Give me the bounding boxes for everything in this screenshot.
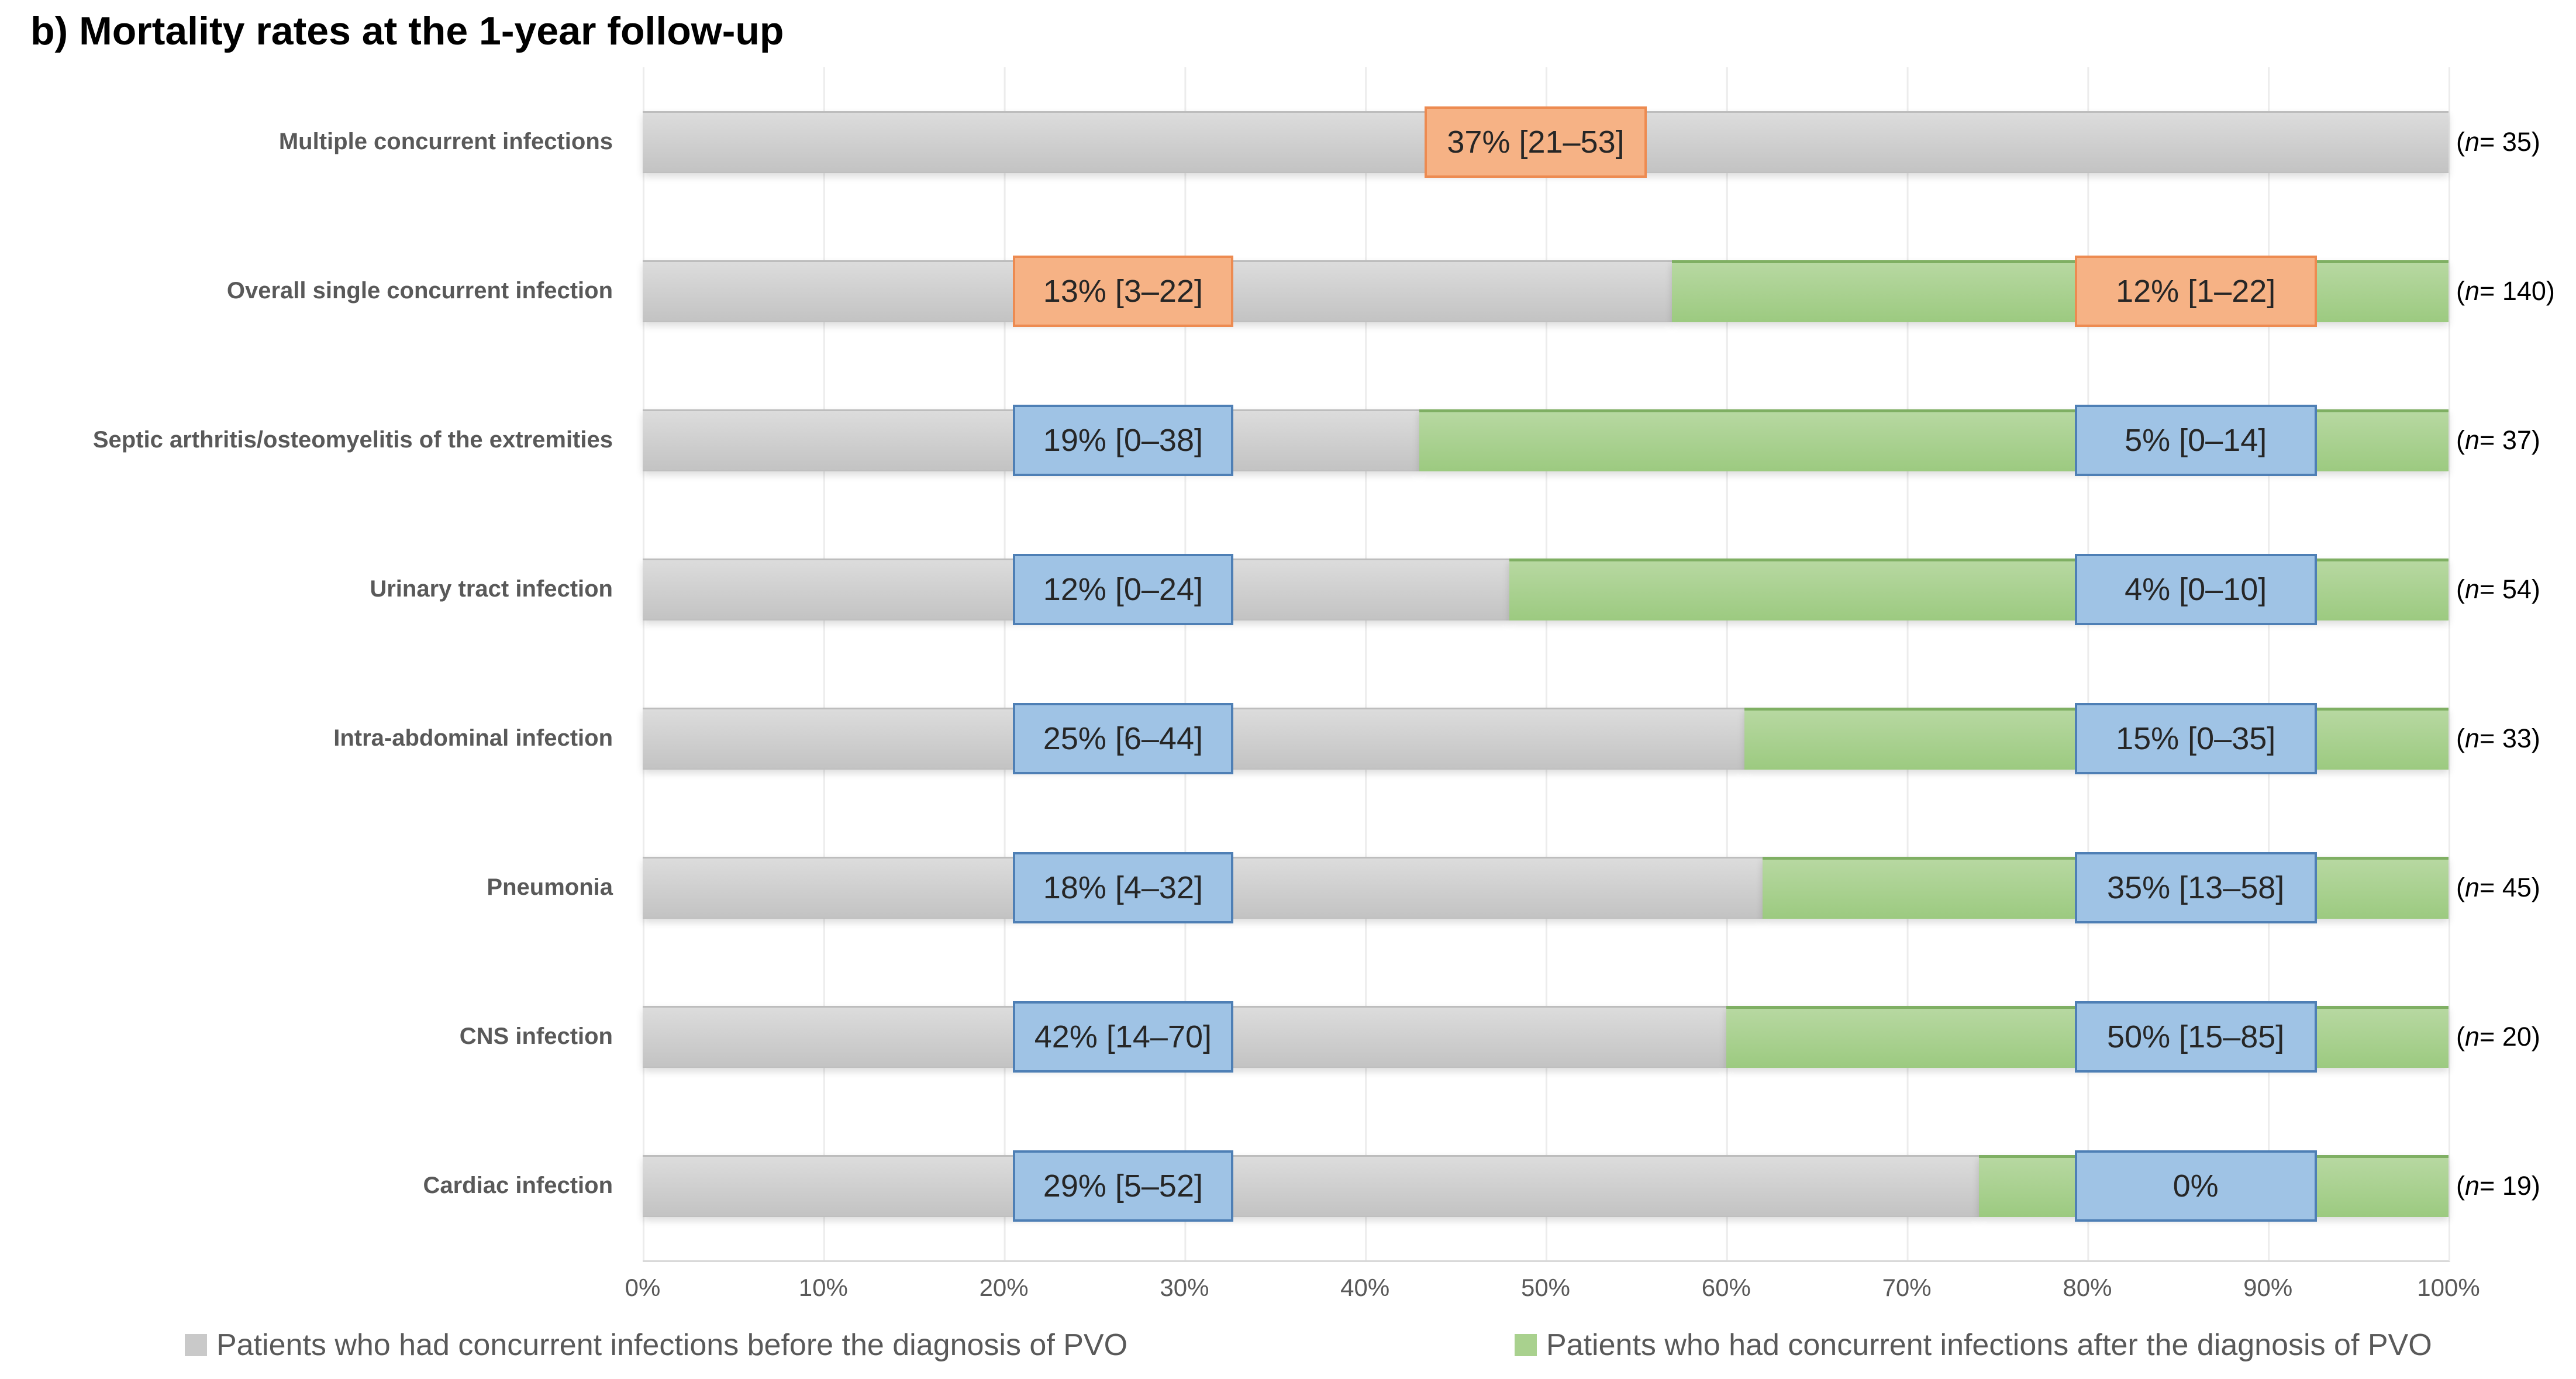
sample-size-label: (n = 35)	[2456, 126, 2540, 157]
value-label-box: 4% [0–10]	[2074, 553, 2317, 625]
figure-title: b) Mortality rates at the 1-year follow-…	[30, 9, 784, 53]
x-axis-tick-label: 50%	[1520, 1274, 1571, 1301]
bar-before-segment	[643, 1154, 1980, 1217]
x-axis-tick-label: 0%	[625, 1274, 661, 1301]
category-label: Overall single concurrent infection	[226, 278, 613, 304]
legend-swatch-before	[185, 1334, 207, 1356]
x-axis-tick-label: 40%	[1340, 1274, 1390, 1301]
bar-after-segment	[1672, 260, 2449, 322]
sample-size-label: (n = 33)	[2456, 723, 2540, 753]
category-label: Cardiac infection	[423, 1173, 613, 1198]
x-axis-tick-label: 30%	[1160, 1274, 1209, 1301]
legend-label-after: Patients who had concurrent infections a…	[1546, 1328, 2432, 1362]
value-label-box: 42% [14–70]	[1013, 1001, 1233, 1073]
legend-swatch-after	[1515, 1334, 1537, 1356]
value-label-box: 50% [15–85]	[2074, 1001, 2317, 1073]
x-axis-tick-label: 70%	[1882, 1274, 1932, 1301]
value-label-box: 5% [0–14]	[2074, 404, 2317, 476]
bar-row: 37% [21–53]	[643, 67, 2449, 216]
category-label: Intra-abdominal infection	[333, 725, 613, 751]
value-label-box: 12% [0–24]	[1013, 553, 1233, 625]
value-label-box: 25% [6–44]	[1013, 702, 1233, 774]
category-label: Urinary tract infection	[370, 576, 613, 602]
plot-area: 37% [21–53] 13% [3–22] 12% [1–22] 19% [0–38…	[643, 67, 2450, 1262]
legend-item-after: Patients who had concurrent infections a…	[1515, 1326, 2432, 1364]
category-label: CNS infection	[459, 1023, 613, 1049]
bar-row: 19% [0–38] 5% [0–14]	[643, 366, 2449, 515]
category-label: Septic arthritis/osteomyelitis of the ex…	[92, 427, 613, 453]
x-axis-tick-label: 20%	[979, 1274, 1029, 1301]
value-label-box: 35% [13–58]	[2074, 851, 2317, 923]
value-label-box: 37% [21–53]	[1425, 106, 1647, 178]
bar-row: 29% [5–52] 0%	[643, 1111, 2449, 1260]
value-label-box: 13% [3–22]	[1013, 255, 1233, 327]
category-label: Pneumonia	[487, 874, 613, 900]
value-label-box: 0%	[2074, 1150, 2317, 1222]
bar-rows: 37% [21–53] 13% [3–22] 12% [1–22] 19% [0–38…	[643, 67, 2449, 1260]
value-label-box: 19% [0–38]	[1013, 404, 1233, 476]
bar-row: 13% [3–22] 12% [1–22]	[643, 216, 2449, 366]
sample-size-label: (n = 20)	[2456, 1021, 2540, 1052]
legend-item-before: Patients who had concurrent infections b…	[185, 1326, 1127, 1364]
bar-row: 25% [6–44] 15% [0–35]	[643, 664, 2449, 813]
sample-size-label: (n = 54)	[2456, 574, 2540, 604]
category-labels-column: Multiple concurrent infections Overall si…	[0, 67, 613, 1260]
x-axis-tick-label: 60%	[1701, 1274, 1751, 1301]
value-label-box: 12% [1–22]	[2074, 255, 2317, 327]
bar-row: 12% [0–24] 4% [0–10]	[643, 515, 2449, 664]
bar-row: 18% [4–32] 35% [13–58]	[643, 813, 2449, 962]
sample-size-label: (n = 45)	[2456, 872, 2540, 902]
x-axis-tick-label: 10%	[798, 1274, 848, 1301]
value-label-box: 15% [0–35]	[2074, 702, 2317, 774]
value-label-box: 29% [5–52]	[1013, 1150, 1233, 1222]
x-axis: 0% 10% 20% 30% 40% 50% 60% 70% 80% 90% 100%	[625, 1274, 2480, 1309]
bar-row: 42% [14–70] 50% [15–85]	[643, 962, 2449, 1111]
x-axis-tick-label: 100%	[2417, 1274, 2480, 1301]
x-axis-tick-label: 80%	[2063, 1274, 2112, 1301]
sample-size-label: (n = 37)	[2456, 425, 2540, 455]
sample-size-label: (n = 140)	[2456, 275, 2555, 306]
value-label-box: 18% [4–32]	[1013, 851, 1233, 923]
sample-size-labels-column: (n = 35) (n = 140) (n = 37) (n = 54) (n = 33…	[2456, 67, 2573, 1260]
legend-label-before: Patients who had concurrent infections b…	[216, 1328, 1128, 1362]
sample-size-label: (n = 19)	[2456, 1170, 2540, 1201]
x-axis-tick-label: 90%	[2243, 1274, 2293, 1301]
category-label: Multiple concurrent infections	[278, 129, 613, 154]
